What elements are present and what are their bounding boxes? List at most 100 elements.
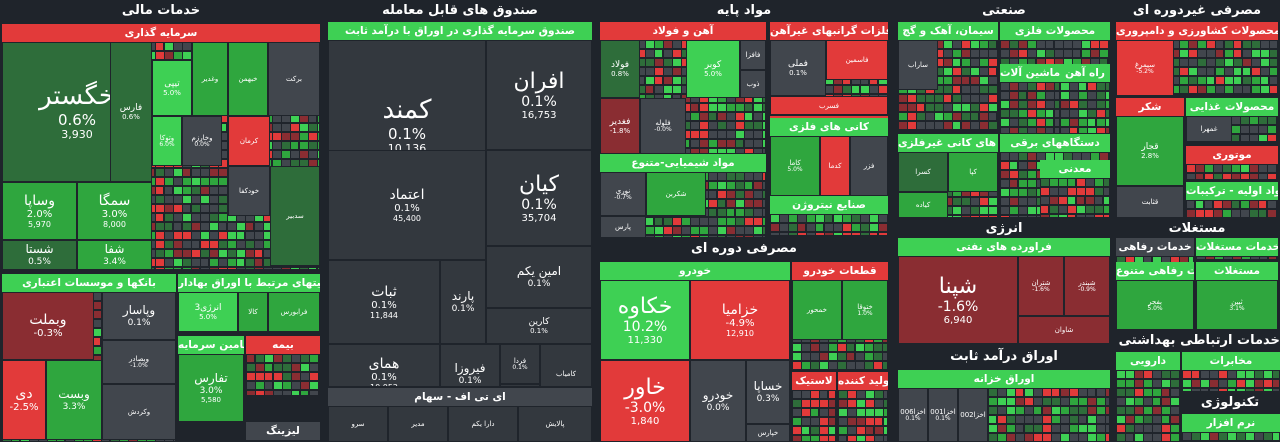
minor-stock-cell[interactable] — [1069, 127, 1078, 134]
minor-stock-cell[interactable] — [762, 208, 766, 217]
minor-stock-cell[interactable] — [997, 130, 998, 132]
minor-stock-cell[interactable] — [988, 67, 997, 76]
industry-group-title[interactable]: آهن و فولاد — [600, 22, 766, 40]
minor-stock-cell[interactable] — [717, 199, 726, 208]
stock-tile[interactable]: کپا — [948, 152, 998, 192]
stock-tile[interactable]: تفارس 3.0% 5,580 — [178, 354, 244, 422]
minor-stock-cell[interactable] — [645, 217, 654, 226]
stock-tile[interactable]: خمحور — [792, 280, 842, 340]
stock-tile[interactable]: پارند 0.1% — [440, 260, 486, 344]
minor-stock-cell[interactable] — [997, 112, 998, 121]
minor-stock-cell[interactable] — [882, 361, 888, 370]
industry-group-valuable[interactable]: فعالیتهای مرتبط با اوراق بهادارانرژی35.0… — [178, 274, 320, 332]
minor-stock-cell[interactable] — [1045, 118, 1054, 127]
stock-tile[interactable]: شستا 0.5% — [2, 240, 77, 270]
stock-tile[interactable]: پارس — [600, 216, 646, 238]
stock-tile[interactable]: کیاده — [898, 192, 948, 218]
minor-stock-cell[interactable] — [708, 112, 717, 121]
minor-stock-cell[interactable] — [952, 121, 961, 130]
sector-title-basic[interactable]: مواد پایه — [716, 3, 772, 18]
minor-stock-cell[interactable] — [744, 181, 753, 190]
sector-title-cyclical[interactable]: مصرفی دوره ای — [691, 241, 797, 256]
industry-group-mining[interactable]: معدنی — [1040, 160, 1110, 218]
stock-tile[interactable]: فغدیر -1.8% — [600, 98, 640, 154]
minor-stock-cell[interactable] — [883, 399, 888, 408]
minor-stock-cell[interactable] — [762, 121, 766, 130]
minor-stock-cell[interactable] — [865, 426, 874, 435]
minor-stock-cell[interactable] — [291, 390, 300, 396]
minor-stock-cell[interactable] — [1067, 196, 1076, 205]
minor-stock-cell[interactable] — [155, 186, 164, 195]
minor-stock-cell[interactable] — [1076, 196, 1085, 205]
stock-tile[interactable]: فافزا — [740, 40, 766, 70]
sector-title-industrial[interactable]: صنعتی — [982, 3, 1026, 18]
minor-stock-cell[interactable] — [317, 150, 320, 159]
stock-tile[interactable]: شفا 3.4% — [77, 240, 152, 270]
industry-group-steel[interactable]: آهن و فولاد فولاد 0.8% کوبر 5.0% فغدیر -1.8% فل… — [600, 22, 766, 154]
minor-stock-cell[interactable] — [997, 58, 998, 67]
industry-group-auto[interactable]: خودرو خکاوه 10.2% 11,330 خزامیا -4.9% 12,910 خا… — [600, 262, 790, 442]
stock-tile[interactable]: وغدیر — [192, 42, 228, 116]
minor-stock-cell[interactable] — [308, 267, 317, 270]
minor-stock-cell[interactable] — [1078, 82, 1087, 91]
industry-group-title[interactable]: تامین سرمایه — [178, 336, 244, 354]
stock-tile[interactable]: سرو — [328, 406, 388, 442]
minor-stock-cell[interactable] — [997, 94, 998, 103]
stock-tile[interactable]: خودکفا — [228, 166, 270, 216]
minor-stock-cell[interactable] — [708, 190, 717, 199]
minor-stock-cell[interactable] — [828, 399, 836, 408]
stock-tile[interactable]: وبصادر -1.0% — [102, 340, 176, 384]
stock-tile[interactable]: خودرو 0.0% — [690, 360, 746, 442]
minor-stock-cell[interactable] — [828, 426, 836, 435]
industry-group-title[interactable]: خودرو — [600, 262, 790, 280]
minor-stock-cell[interactable] — [846, 352, 855, 361]
minor-stock-cell[interactable] — [916, 103, 925, 112]
minor-stock-cell[interactable] — [846, 343, 855, 352]
minor-stock-cell[interactable] — [1072, 49, 1081, 58]
industry-group-insurance[interactable]: بیمه — [246, 336, 320, 396]
stock-tile[interactable]: خبهمن — [228, 42, 268, 116]
stock-tile[interactable]: امین یکم 0.1% — [486, 246, 592, 308]
minor-stock-cell[interactable] — [1105, 127, 1110, 134]
stock-tile[interactable]: کوبر 5.0% — [686, 40, 740, 98]
minor-stock-cell[interactable] — [997, 121, 998, 130]
industry-group-chemical[interactable]: مواد شیمیایی-متنوع نوری -0.7% شکربن پارس — [600, 154, 766, 238]
sector-title-energy[interactable]: انرژی — [985, 221, 1023, 236]
industry-group-title[interactable]: ماشین آلات — [1000, 64, 1060, 82]
stock-tile[interactable]: اعتماد 0.1% 45,400 — [328, 150, 486, 260]
industry-group-title[interactable]: بانکها و موسسات اعتباری — [2, 274, 176, 292]
minor-stock-cell[interactable] — [317, 123, 320, 132]
sector-title-financial[interactable]: خدمات مالی — [121, 3, 201, 18]
industry-group-title[interactable]: فعالیتهای مرتبط با اوراق بهادار — [178, 274, 320, 292]
minor-stock-cell[interactable] — [654, 76, 663, 85]
minor-stock-cell[interactable] — [828, 417, 836, 426]
minor-stock-cell[interactable] — [797, 223, 806, 232]
minor-stock-cell[interactable] — [317, 141, 320, 150]
minor-stock-cell[interactable] — [869, 232, 878, 236]
minor-stock-cell[interactable] — [726, 208, 735, 217]
minor-stock-cell[interactable] — [1045, 109, 1054, 118]
stock-tile[interactable]: فارس 0.6% — [110, 42, 152, 182]
industry-group-title[interactable]: کانی های کانی غیرفلزی — [898, 134, 998, 152]
stock-tile[interactable]: ثبات 0.1% 11,844 — [328, 260, 440, 344]
industry-group-nitro[interactable]: صنایع نیتروژن — [770, 196, 888, 236]
minor-stock-cell[interactable] — [887, 85, 888, 94]
industry-group-machinery[interactable]: ماشین آلات — [1000, 64, 1060, 134]
minor-stock-cell[interactable] — [762, 226, 766, 235]
stock-tile[interactable]: انرژی3 5.0% — [178, 292, 238, 332]
minor-stock-cell[interactable] — [1045, 40, 1054, 49]
minor-stock-cell[interactable] — [254, 258, 263, 267]
minor-stock-cell[interactable] — [164, 222, 173, 231]
minor-stock-cell[interactable] — [744, 112, 753, 121]
minor-stock-cell[interactable] — [654, 49, 663, 58]
industry-group-maker[interactable]: تولید کننده — [838, 372, 888, 442]
minor-stock-cell[interactable] — [317, 267, 320, 270]
stock-tile[interactable]: وخارزم 0.0% — [182, 116, 222, 166]
stock-tile[interactable]: کرمان — [228, 116, 270, 166]
minor-stock-cell[interactable] — [173, 267, 182, 270]
minor-stock-cell[interactable] — [997, 76, 998, 85]
stock-tile[interactable]: فردا 0.1% — [500, 344, 540, 384]
stock-tile[interactable]: دارا یکم — [448, 406, 518, 442]
